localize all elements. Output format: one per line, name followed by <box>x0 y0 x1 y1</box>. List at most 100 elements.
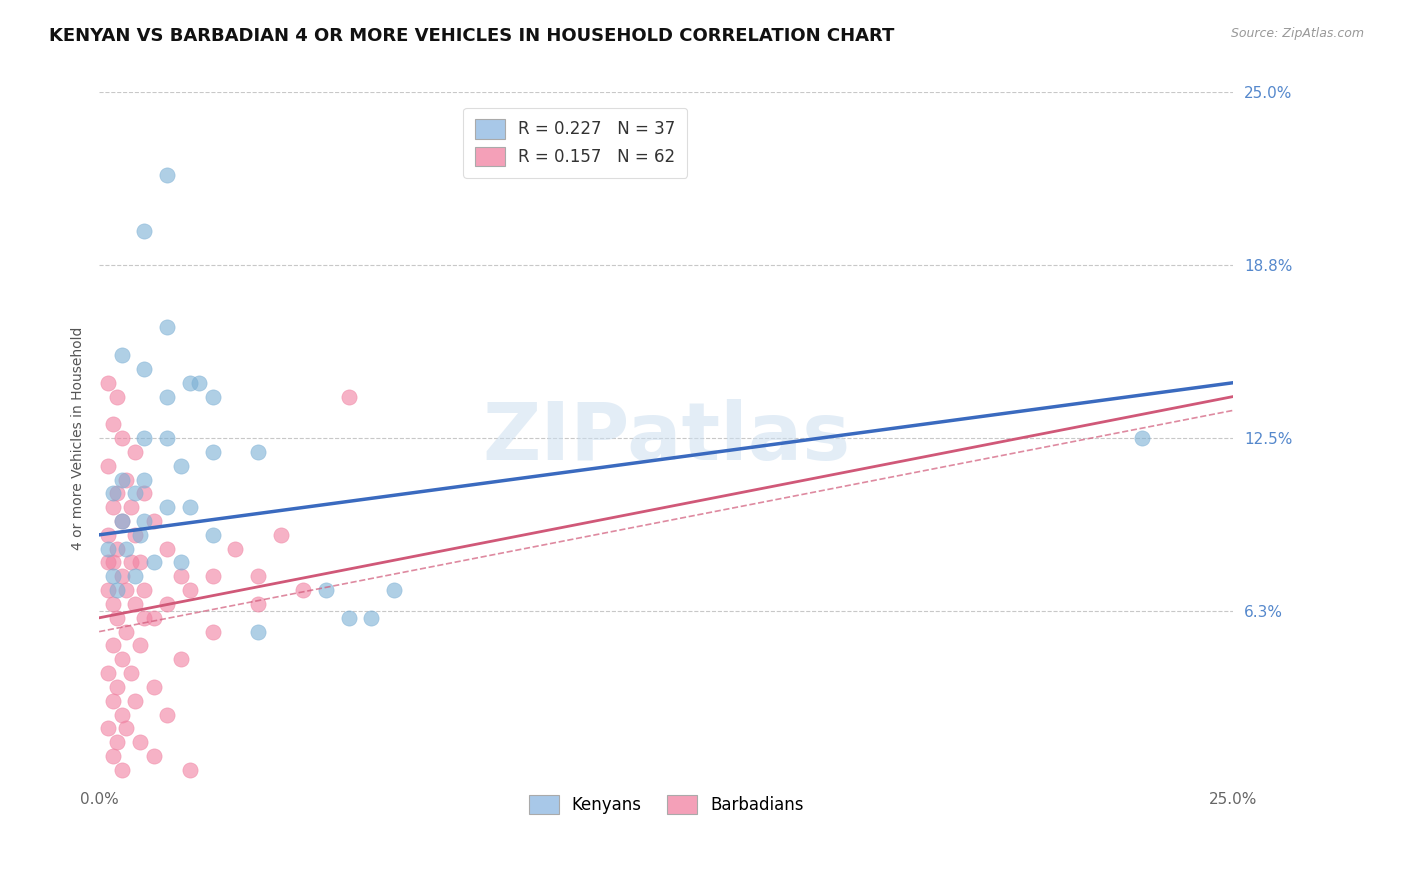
Point <box>156 597 179 611</box>
Point <box>124 528 146 542</box>
Point <box>105 611 128 625</box>
Point <box>129 556 152 570</box>
Point <box>142 680 165 694</box>
Point <box>134 514 156 528</box>
Point <box>201 528 224 542</box>
Point <box>179 763 201 777</box>
Point <box>105 541 128 556</box>
Point <box>156 707 179 722</box>
Point <box>156 500 179 515</box>
Point <box>101 556 124 570</box>
Point <box>105 486 128 500</box>
Text: KENYAN VS BARBADIAN 4 OR MORE VEHICLES IN HOUSEHOLD CORRELATION CHART: KENYAN VS BARBADIAN 4 OR MORE VEHICLES I… <box>49 27 894 45</box>
Point <box>134 224 156 238</box>
Point <box>129 528 152 542</box>
Point <box>337 611 360 625</box>
Point <box>111 763 134 777</box>
Point <box>120 500 142 515</box>
Point <box>101 749 124 764</box>
Point <box>179 583 201 598</box>
Point <box>187 376 209 390</box>
Point <box>124 569 146 583</box>
Point <box>270 528 292 542</box>
Point <box>115 583 138 598</box>
Point <box>97 458 120 473</box>
Legend: Kenyans, Barbadians: Kenyans, Barbadians <box>519 785 814 824</box>
Point <box>115 473 138 487</box>
Point <box>156 541 179 556</box>
Point <box>201 445 224 459</box>
Point <box>292 583 315 598</box>
Point <box>111 473 134 487</box>
Point <box>97 583 120 598</box>
Point <box>97 666 120 681</box>
Point <box>97 722 120 736</box>
Point <box>142 611 165 625</box>
Y-axis label: 4 or more Vehicles in Household: 4 or more Vehicles in Household <box>72 326 86 549</box>
Point <box>101 417 124 432</box>
Point <box>97 541 120 556</box>
Point <box>97 376 120 390</box>
Point <box>115 624 138 639</box>
Point <box>97 556 120 570</box>
Point <box>170 569 193 583</box>
Point <box>170 652 193 666</box>
Point <box>115 722 138 736</box>
Text: Source: ZipAtlas.com: Source: ZipAtlas.com <box>1230 27 1364 40</box>
Point <box>101 569 124 583</box>
Point <box>246 569 269 583</box>
Point <box>382 583 405 598</box>
Point <box>156 320 179 334</box>
Point <box>201 624 224 639</box>
Point <box>111 348 134 362</box>
Point <box>142 749 165 764</box>
Point <box>1132 431 1154 445</box>
Point <box>101 500 124 515</box>
Point <box>134 362 156 376</box>
Point <box>170 458 193 473</box>
Point <box>179 500 201 515</box>
Point <box>105 390 128 404</box>
Point <box>105 680 128 694</box>
Point <box>111 514 134 528</box>
Point <box>111 431 134 445</box>
Point <box>201 569 224 583</box>
Point <box>129 735 152 749</box>
Point <box>111 652 134 666</box>
Point <box>111 514 134 528</box>
Point <box>337 390 360 404</box>
Point <box>124 486 146 500</box>
Text: ZIPatlas: ZIPatlas <box>482 399 851 477</box>
Point <box>134 431 156 445</box>
Point <box>142 514 165 528</box>
Point <box>156 169 179 183</box>
Point <box>224 541 246 556</box>
Point <box>97 528 120 542</box>
Point <box>105 583 128 598</box>
Point <box>134 486 156 500</box>
Point <box>111 569 134 583</box>
Point <box>124 694 146 708</box>
Point <box>170 556 193 570</box>
Point <box>101 486 124 500</box>
Point <box>120 666 142 681</box>
Point <box>101 639 124 653</box>
Point <box>115 541 138 556</box>
Point <box>134 583 156 598</box>
Point <box>134 473 156 487</box>
Point <box>179 376 201 390</box>
Point <box>201 390 224 404</box>
Point <box>246 624 269 639</box>
Point <box>120 556 142 570</box>
Point <box>124 597 146 611</box>
Point <box>105 735 128 749</box>
Point <box>142 556 165 570</box>
Point <box>134 611 156 625</box>
Point <box>101 597 124 611</box>
Point <box>111 707 134 722</box>
Point <box>124 445 146 459</box>
Point <box>101 694 124 708</box>
Point <box>156 431 179 445</box>
Point <box>129 639 152 653</box>
Point <box>360 611 382 625</box>
